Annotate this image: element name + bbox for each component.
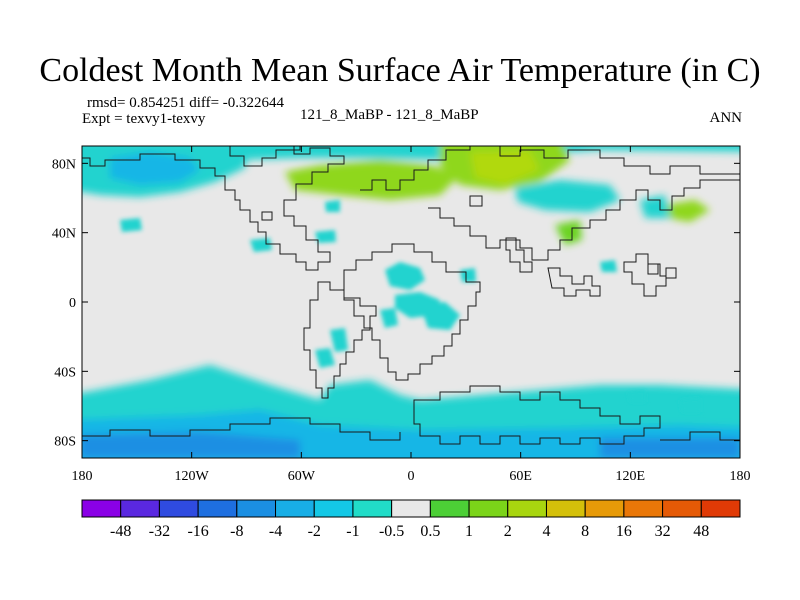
outline-islands-3: [665, 267, 677, 279]
colorbar-swatch: [236, 499, 277, 518]
experiment-pair-label: 121_8_MaBP - 121_8_MaBP: [300, 107, 479, 123]
patch-pacific-1: [680, 398, 700, 412]
patch-asia-1: [600, 260, 617, 272]
x-tick-label: 120W: [175, 469, 210, 484]
colorbar-label: 0.5: [420, 523, 440, 540]
colorbar-label: -0.5: [379, 523, 404, 540]
field-greenland-warm-core: [470, 150, 540, 185]
colorbar-label: 32: [655, 523, 671, 540]
field-central-asia-warm: [555, 220, 582, 245]
x-axis: 180 120W 60W 0 60E 120E 180: [72, 146, 751, 484]
x-tick-label: 0: [408, 469, 415, 484]
colorbar-swatch: [120, 499, 160, 518]
outline-south-america: [303, 281, 377, 399]
y-tick-label: 80S: [54, 435, 76, 450]
outline-antarctic-left: [82, 417, 401, 441]
patch-indian-1: [628, 390, 646, 402]
colorbar-swatch: [197, 499, 238, 518]
field-siberia-cool: [515, 180, 620, 212]
outline-north-america: [82, 146, 345, 271]
y-axis: 80N 40N 0 40S 80S: [52, 157, 740, 450]
outline-se-asia: [547, 267, 601, 297]
heatmap-fields: [82, 146, 740, 458]
patch-asia-2: [460, 268, 476, 282]
experiment-label: Expt = texvy1-texvy: [82, 111, 206, 127]
y-tick-label: 40N: [52, 227, 76, 242]
outline-islands-4: [469, 195, 483, 207]
outline-europe-asia-south: [428, 179, 740, 261]
chart-title: Coldest Month Mean Surface Air Temperatu…: [39, 52, 761, 89]
colorbar-label: 1: [465, 523, 473, 540]
field-south-indian-deep: [600, 438, 740, 458]
x-tick-label: 60W: [288, 469, 316, 484]
field-east-asia-warm: [665, 200, 710, 222]
y-tick-label: 40S: [54, 365, 76, 380]
patch-south-america-1: [330, 328, 348, 352]
colorbar-label: -2: [308, 523, 321, 540]
colorbar-label: -1: [346, 523, 359, 540]
colorbar-label: -16: [187, 523, 208, 540]
colorbar-label: -4: [269, 523, 282, 540]
patch-atlantic-2: [120, 218, 142, 232]
season-label: ANN: [709, 110, 743, 126]
patch-atlantic-3: [315, 230, 336, 243]
colorbar-swatch: [352, 499, 393, 518]
colorbar-swatch: [429, 499, 470, 518]
colorbar-swatch: [158, 499, 199, 518]
outline-australia: [413, 385, 661, 445]
outline-greenland: [229, 146, 301, 167]
colorbar-swatch: [584, 499, 625, 518]
outline-antarctic-right: [660, 431, 740, 441]
colorbar-swatch: [81, 499, 122, 518]
colorbar-label: -32: [149, 523, 170, 540]
field-south-pacific-deep: [82, 432, 300, 458]
field-east-asia-cool: [640, 195, 670, 218]
colorbar-label: 8: [581, 523, 589, 540]
colorbar-swatch: [700, 499, 741, 518]
colorbar-swatch: [313, 499, 354, 518]
patch-south-america-2: [315, 348, 335, 368]
colorbar-swatch: [623, 499, 664, 518]
patch-atlantic-4: [325, 200, 340, 212]
x-tick-label: 120E: [616, 469, 646, 484]
colorbar-swatch: [391, 499, 431, 518]
y-tick-label: 80N: [52, 157, 76, 172]
outline-islands-2: [647, 263, 659, 275]
outline-india: [505, 237, 533, 273]
colorbar-swatch: [468, 499, 509, 518]
colorbar-swatch: [507, 499, 547, 518]
colorbar: -48 -32 -16 -8 -4 -2 -1 -0.5 0.5 1 2 4 8 16 32 48: [81, 499, 741, 540]
continent-outlines: [82, 146, 740, 445]
patch-africa-4: [380, 308, 398, 328]
outline-africa: [343, 243, 481, 381]
colorbar-label: 16: [616, 523, 632, 540]
colorbar-label: -48: [110, 523, 131, 540]
patch-atlantic-1: [250, 238, 272, 252]
colorbar-swatch: [275, 499, 315, 518]
colorbar-label: 2: [504, 523, 512, 540]
patch-africa-3: [420, 302, 460, 330]
y-tick-label: 0: [69, 296, 76, 311]
outline-islands-1: [261, 211, 273, 221]
outline-eurasia: [360, 146, 740, 191]
stats-label: rmsd= 0.854251 diff= -0.322644: [87, 95, 285, 111]
colorbar-swatch: [662, 499, 702, 518]
colorbar-label: -8: [230, 523, 243, 540]
patch-africa-1: [385, 262, 425, 290]
x-tick-label: 180: [72, 469, 93, 484]
colorbar-label: 4: [542, 523, 550, 540]
x-tick-label: 60E: [509, 469, 532, 484]
colorbar-swatch: [545, 499, 586, 518]
x-tick-label: 180: [730, 469, 751, 484]
colorbar-label: 48: [693, 523, 709, 540]
